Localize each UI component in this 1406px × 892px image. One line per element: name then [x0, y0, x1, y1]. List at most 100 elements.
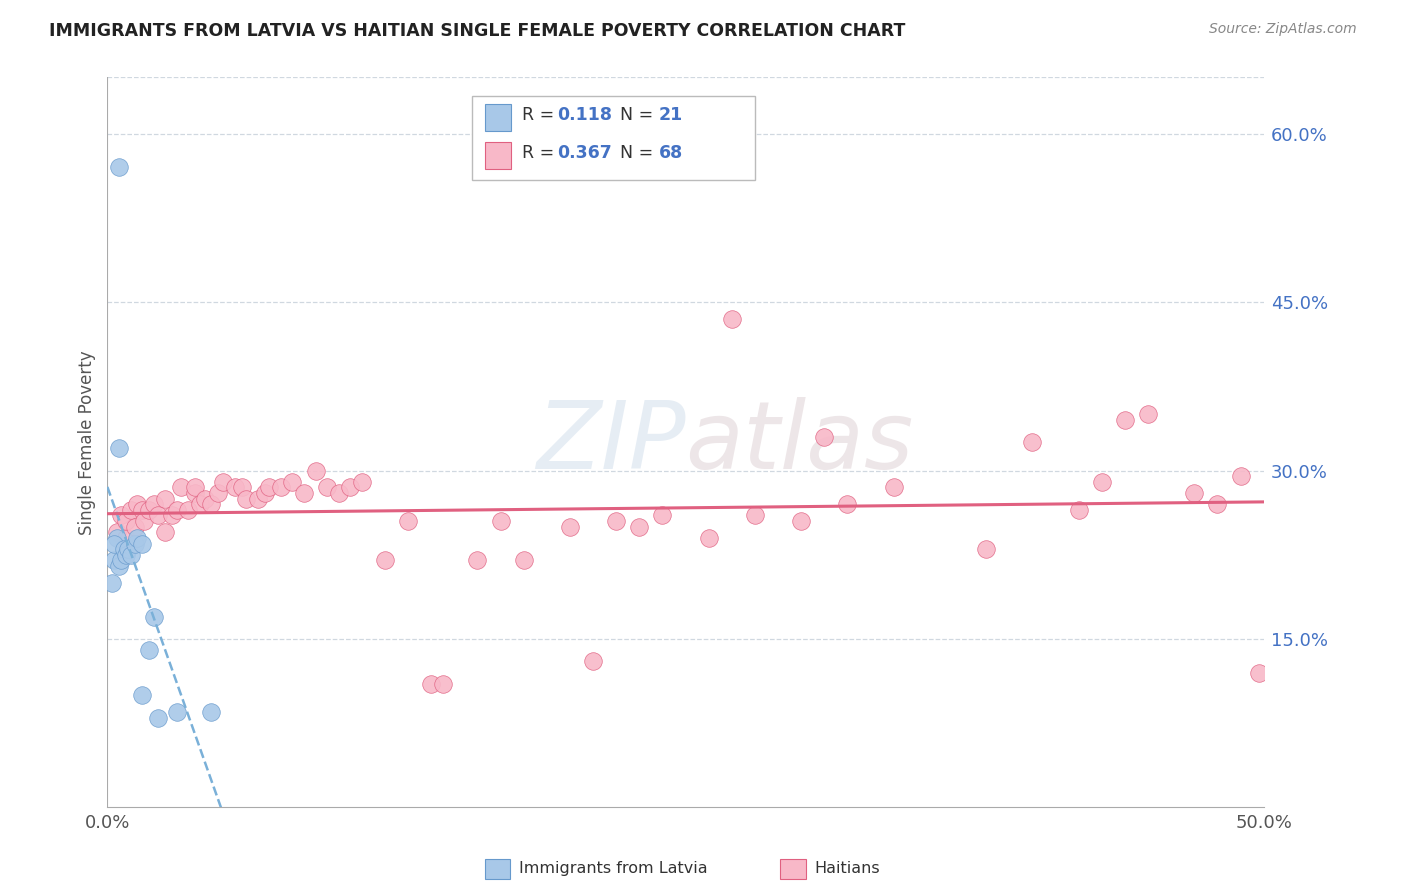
- Point: [131, 688, 153, 702]
- Text: R =: R =: [523, 144, 560, 162]
- Point: [396, 514, 419, 528]
- Point: [1067, 503, 1090, 517]
- Text: Haitians: Haitians: [814, 862, 880, 876]
- Point: [1137, 408, 1160, 422]
- Point: [246, 491, 269, 506]
- Point: [188, 497, 211, 511]
- Point: [105, 525, 128, 540]
- Point: [112, 542, 135, 557]
- Point: [281, 475, 304, 489]
- Point: [374, 553, 396, 567]
- Point: [432, 677, 454, 691]
- Point: [813, 430, 835, 444]
- Point: [1091, 475, 1114, 489]
- Text: atlas: atlas: [686, 397, 914, 488]
- Point: [160, 508, 183, 523]
- Point: [883, 480, 905, 494]
- Point: [720, 312, 742, 326]
- Point: [120, 503, 142, 517]
- Point: [193, 491, 215, 506]
- Point: [184, 480, 207, 494]
- Point: [259, 480, 281, 494]
- Point: [212, 475, 235, 489]
- Text: N =: N =: [609, 106, 659, 124]
- Point: [558, 519, 581, 533]
- Text: IMMIGRANTS FROM LATVIA VS HAITIAN SINGLE FEMALE POVERTY CORRELATION CHART: IMMIGRANTS FROM LATVIA VS HAITIAN SINGLE…: [49, 22, 905, 40]
- Point: [253, 486, 276, 500]
- Point: [166, 705, 188, 719]
- Point: [115, 514, 138, 528]
- Point: [170, 480, 193, 494]
- Point: [110, 508, 132, 523]
- Point: [350, 475, 373, 489]
- Point: [103, 536, 125, 550]
- Text: R =: R =: [523, 106, 560, 124]
- Point: [1114, 413, 1136, 427]
- Point: [837, 497, 859, 511]
- Point: [235, 491, 257, 506]
- Point: [138, 643, 160, 657]
- Point: [582, 655, 605, 669]
- Point: [138, 503, 160, 517]
- Point: [131, 503, 153, 517]
- Point: [224, 480, 246, 494]
- Point: [200, 497, 222, 511]
- Point: [328, 486, 350, 500]
- Point: [127, 531, 149, 545]
- Point: [292, 486, 315, 500]
- Point: [467, 553, 489, 567]
- Text: N =: N =: [609, 144, 659, 162]
- Point: [148, 508, 170, 523]
- Text: 68: 68: [659, 144, 683, 162]
- Point: [101, 575, 124, 590]
- Point: [974, 542, 997, 557]
- Point: [117, 542, 139, 557]
- Text: Immigrants from Latvia: Immigrants from Latvia: [519, 862, 707, 876]
- Point: [108, 441, 131, 455]
- Point: [1182, 486, 1205, 500]
- Point: [304, 463, 326, 477]
- Text: ZIP: ZIP: [536, 397, 686, 488]
- Point: [110, 553, 132, 567]
- Point: [339, 480, 361, 494]
- Point: [1247, 665, 1270, 680]
- Point: [744, 508, 766, 523]
- Point: [316, 480, 339, 494]
- Point: [108, 559, 131, 574]
- Point: [231, 480, 253, 494]
- Point: [1229, 469, 1251, 483]
- Point: [153, 491, 176, 506]
- Bar: [471, 95, 755, 179]
- Point: [697, 531, 720, 545]
- Point: [127, 497, 149, 511]
- Point: [512, 553, 534, 567]
- Point: [131, 536, 153, 550]
- Point: [124, 519, 146, 533]
- Point: [115, 548, 138, 562]
- Y-axis label: Single Female Poverty: Single Female Poverty: [79, 351, 96, 535]
- Text: Source: ZipAtlas.com: Source: ZipAtlas.com: [1209, 22, 1357, 37]
- Point: [790, 514, 813, 528]
- Point: [124, 536, 146, 550]
- Point: [207, 486, 229, 500]
- Point: [420, 677, 443, 691]
- Point: [148, 710, 170, 724]
- Point: [108, 161, 131, 175]
- Point: [184, 486, 207, 500]
- Bar: [485, 104, 510, 131]
- Text: 21: 21: [659, 106, 683, 124]
- Point: [115, 531, 138, 545]
- Point: [1206, 497, 1229, 511]
- Point: [489, 514, 512, 528]
- Bar: [485, 143, 510, 169]
- Point: [120, 548, 142, 562]
- Point: [105, 531, 128, 545]
- Point: [134, 514, 156, 528]
- Point: [200, 705, 222, 719]
- Point: [142, 497, 165, 511]
- Point: [177, 503, 200, 517]
- Point: [142, 609, 165, 624]
- Text: 0.367: 0.367: [557, 144, 612, 162]
- Point: [628, 519, 651, 533]
- Point: [651, 508, 673, 523]
